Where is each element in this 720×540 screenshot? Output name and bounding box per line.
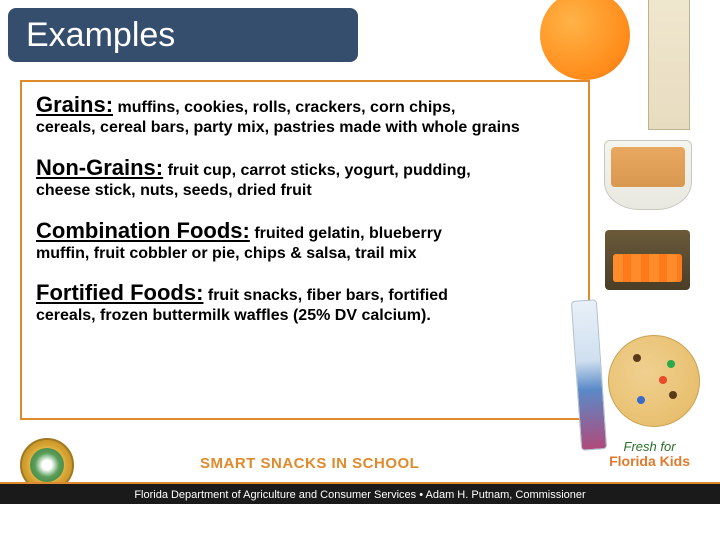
fresh-logo-top: Fresh for [624,439,676,454]
category-lead: fruit cup, carrot sticks, yogurt, puddin… [168,162,471,179]
footer-bar: Florida Department of Agriculture and Co… [0,482,720,504]
category-grains: Grains: muffins, cookies, rolls, cracker… [36,92,574,139]
category-heading: Combination Foods: [36,218,250,243]
category-lead: fruited gelatin, blueberry [254,225,442,242]
category-lead: muffins, cookies, rolls, crackers, corn … [117,99,455,116]
fresh-logo-bottom: Florida Kids [609,453,690,469]
category-fortified: Fortified Foods: fruit snacks, fiber bar… [36,280,574,327]
category-heading: Non-Grains: [36,155,163,180]
category-combination: Combination Foods: fruited gelatin, blue… [36,218,574,265]
category-cont: cereals, frozen buttermilk waffles (25% … [36,306,574,327]
title-banner: Examples [8,8,358,62]
category-heading: Grains: [36,92,113,117]
fresh-for-florida-kids-logo: Fresh for Florida Kids [609,440,690,470]
category-cont: cheese stick, nuts, seeds, dried fruit [36,181,574,202]
category-heading: Fortified Foods: [36,280,203,305]
category-cont: muffin, fruit cobbler or pie, chips & sa… [36,244,574,265]
gogurt-tube-image [571,299,607,450]
tagline: SMART SNACKS IN SCHOOL [200,455,419,472]
category-cont: cereals, cereal bars, party mix, pastrie… [36,118,574,139]
category-lead: fruit snacks, fiber bars, fortified [208,287,448,304]
cheese-stick-image [648,0,690,130]
carrot-bag-image [605,230,690,290]
fruit-cup-image [604,140,692,210]
category-non-grains: Non-Grains: fruit cup, carrot sticks, yo… [36,155,574,202]
examples-box: Grains: muffins, cookies, rolls, cracker… [20,80,590,420]
cookie-image [608,335,700,427]
orange-image [540,0,630,80]
page-title: Examples [26,16,175,55]
